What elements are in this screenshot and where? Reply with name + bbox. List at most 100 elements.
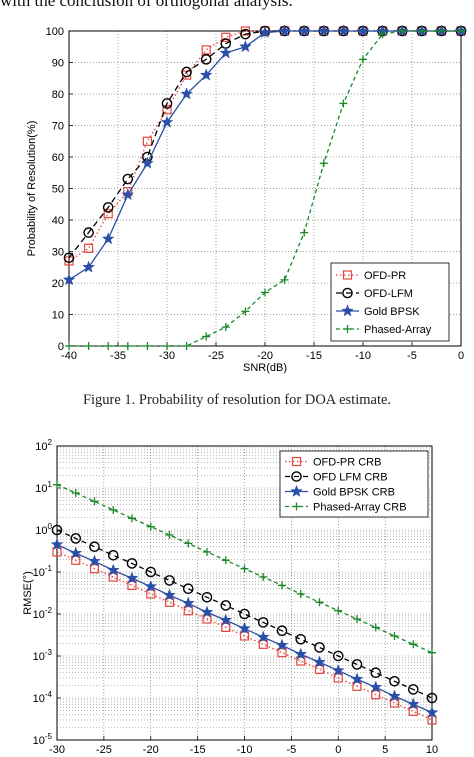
y-tick-label: 10-1 bbox=[33, 564, 53, 579]
data-point bbox=[221, 32, 231, 42]
data-point bbox=[426, 692, 438, 704]
data-point bbox=[128, 514, 136, 523]
series-line bbox=[56, 551, 433, 721]
data-point bbox=[182, 342, 191, 350]
series-phased-array bbox=[65, 27, 465, 350]
legend-box bbox=[279, 450, 429, 518]
data-point bbox=[378, 30, 387, 39]
data-point bbox=[184, 539, 193, 548]
data-point bbox=[89, 541, 100, 553]
y-tick-label: 90 bbox=[52, 58, 64, 70]
legend-marker bbox=[343, 325, 352, 333]
legend-label: Gold BPSK CRB bbox=[313, 487, 395, 499]
data-point bbox=[390, 631, 399, 640]
x-tick-label: -15 bbox=[306, 350, 322, 362]
data-point bbox=[201, 45, 211, 55]
figure-1-caption: Figure 1. Probability of resolution for … bbox=[82, 392, 392, 408]
data-point bbox=[239, 608, 250, 620]
x-tick-label: -5 bbox=[286, 744, 296, 756]
data-point bbox=[144, 579, 158, 593]
data-point bbox=[219, 613, 233, 626]
data-point bbox=[239, 631, 250, 641]
data-point bbox=[103, 209, 113, 219]
data-point bbox=[457, 27, 465, 35]
data-point bbox=[183, 606, 193, 616]
y-tick-label: 40 bbox=[52, 215, 64, 227]
data-point bbox=[351, 659, 363, 670]
legend: OFD-PR OFD-LFM Gold BPSK Phased-Array bbox=[330, 262, 450, 342]
x-tick-label: -5 bbox=[407, 350, 417, 362]
data-point bbox=[127, 580, 137, 590]
data-point bbox=[109, 505, 118, 514]
data-point bbox=[146, 522, 155, 531]
data-point bbox=[219, 46, 233, 59]
data-point bbox=[53, 480, 61, 489]
data-point bbox=[317, 24, 331, 37]
data-point bbox=[89, 564, 100, 574]
data-point bbox=[275, 638, 289, 651]
data-point bbox=[334, 606, 343, 615]
y-tick-label: 10 bbox=[52, 310, 64, 322]
data-point bbox=[182, 583, 194, 595]
data-point bbox=[300, 228, 309, 237]
data-point bbox=[370, 667, 382, 679]
data-point bbox=[356, 24, 370, 37]
data-point bbox=[408, 706, 418, 716]
data-point bbox=[165, 531, 174, 540]
data-point bbox=[163, 342, 171, 350]
data-point bbox=[428, 648, 436, 657]
x-tick-label: -20 bbox=[143, 744, 159, 756]
x-tick-label: -30 bbox=[49, 744, 65, 756]
series-phased-array-crb bbox=[53, 480, 436, 657]
y-tick-label: 20 bbox=[52, 278, 64, 290]
legend-label: OFD-LFM bbox=[364, 288, 413, 300]
legend-box bbox=[330, 262, 450, 342]
x-tick-label: 0 bbox=[335, 744, 341, 756]
legend-marker bbox=[291, 471, 302, 482]
legend-marker bbox=[291, 456, 302, 467]
data-point bbox=[339, 99, 348, 108]
data-point bbox=[180, 87, 193, 100]
y-tick-label: 102 bbox=[35, 438, 52, 453]
data-point bbox=[389, 675, 400, 687]
data-point bbox=[202, 332, 211, 341]
data-point bbox=[162, 105, 172, 115]
data-point bbox=[121, 188, 135, 201]
data-point bbox=[314, 642, 325, 653]
data-point bbox=[427, 715, 437, 725]
data-point bbox=[101, 232, 115, 245]
x-tick-label: -35 bbox=[110, 350, 126, 362]
data-point bbox=[258, 639, 268, 649]
data-point bbox=[259, 573, 268, 582]
legend-marker bbox=[292, 502, 301, 511]
data-point bbox=[181, 596, 195, 609]
x-tick-label: -10 bbox=[355, 350, 371, 362]
data-point bbox=[406, 697, 420, 710]
legend: OFD-PR CRB OFD LFM CRB Gold BPSK CRB Phased… bbox=[279, 450, 429, 518]
data-point bbox=[297, 24, 311, 37]
y-tick-label: 70 bbox=[52, 121, 64, 133]
data-point bbox=[83, 227, 94, 238]
x-tick-label: -25 bbox=[208, 350, 224, 362]
x-tick-label: 0 bbox=[458, 350, 464, 362]
y-tick-label: 80 bbox=[52, 89, 64, 101]
data-point bbox=[71, 555, 81, 565]
data-point bbox=[90, 497, 99, 506]
x-tick-label: 5 bbox=[382, 744, 388, 756]
data-point bbox=[50, 537, 64, 551]
legend-marker bbox=[290, 484, 303, 497]
data-point bbox=[277, 648, 287, 658]
data-point bbox=[200, 54, 212, 65]
data-point bbox=[398, 27, 407, 35]
data-point bbox=[280, 275, 289, 284]
data-point bbox=[142, 136, 152, 146]
y-axis-label: RMSE(°) bbox=[22, 571, 34, 615]
data-point bbox=[315, 598, 324, 607]
data-point bbox=[122, 173, 134, 185]
data-point bbox=[437, 27, 446, 35]
data-point bbox=[314, 664, 325, 674]
data-point bbox=[201, 591, 213, 603]
data-point bbox=[337, 24, 350, 37]
data-point bbox=[240, 564, 249, 573]
data-point bbox=[123, 342, 132, 350]
